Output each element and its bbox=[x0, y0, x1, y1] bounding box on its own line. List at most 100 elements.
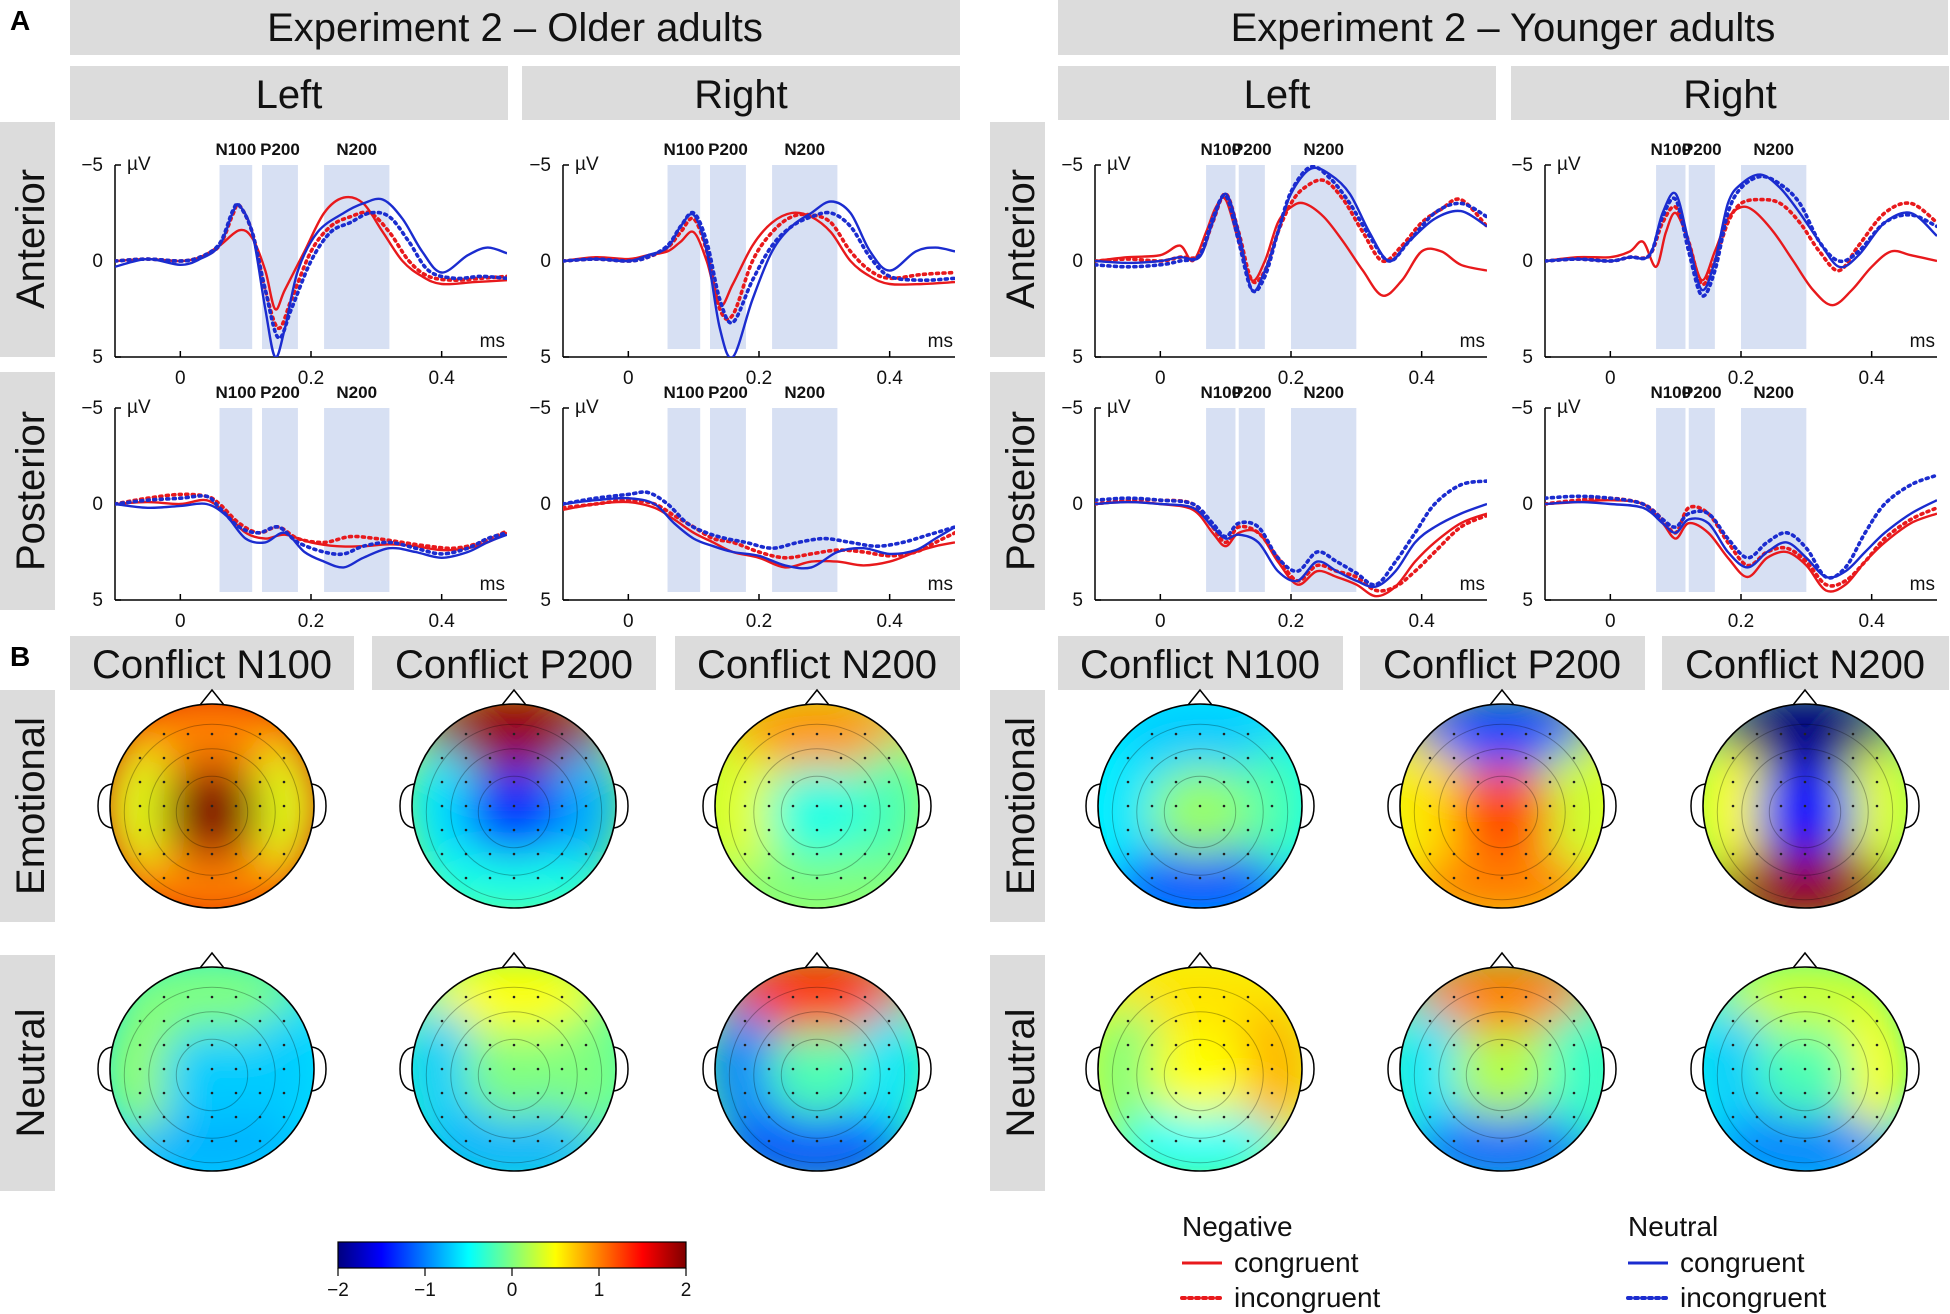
electrode bbox=[234, 852, 238, 856]
electrode bbox=[1246, 852, 1250, 856]
x-tick-label: 0 bbox=[175, 611, 186, 632]
contour-line bbox=[1768, 1038, 1842, 1112]
right-ear bbox=[1904, 783, 1920, 829]
electrode bbox=[138, 1115, 142, 1119]
y-tick-label: −5 bbox=[1511, 155, 1533, 176]
electrode bbox=[1572, 1115, 1576, 1119]
electrode bbox=[863, 1067, 867, 1071]
electrode bbox=[1198, 1115, 1202, 1119]
electrode bbox=[1452, 1115, 1456, 1119]
right-ear bbox=[916, 783, 932, 829]
electrode bbox=[1548, 732, 1552, 736]
electrode bbox=[839, 1067, 843, 1071]
series-negative-congruent bbox=[115, 195, 507, 311]
electrode bbox=[464, 1091, 468, 1095]
electrode bbox=[162, 1043, 166, 1047]
electrode bbox=[488, 1067, 492, 1071]
younger-emotional-label: Emotional bbox=[999, 717, 1043, 895]
electrode bbox=[488, 804, 492, 808]
right-ear bbox=[1299, 1046, 1315, 1092]
electrode bbox=[186, 995, 190, 999]
head-outline bbox=[109, 703, 315, 909]
electrode bbox=[1126, 1091, 1130, 1095]
electrode bbox=[186, 780, 190, 784]
electrode bbox=[1803, 1091, 1807, 1095]
electrode bbox=[1548, 756, 1552, 760]
electrode bbox=[1779, 852, 1783, 856]
electrode bbox=[1222, 780, 1226, 784]
electrode bbox=[1452, 1091, 1456, 1095]
electrode bbox=[1174, 804, 1178, 808]
older-adults-banner bbox=[70, 0, 960, 55]
electrode bbox=[560, 1043, 564, 1047]
electrode bbox=[863, 1019, 867, 1023]
electrode bbox=[234, 804, 238, 808]
electrode bbox=[767, 995, 771, 999]
electrode bbox=[839, 995, 843, 999]
contour-line bbox=[753, 1011, 881, 1139]
electrode bbox=[584, 780, 588, 784]
electrode bbox=[815, 1043, 819, 1047]
electrode bbox=[512, 732, 516, 736]
electrode bbox=[1875, 756, 1879, 760]
y-axis-unit: µV bbox=[1557, 154, 1581, 175]
electrode bbox=[1779, 1115, 1783, 1119]
electrode bbox=[1875, 1019, 1879, 1023]
window-label-n200: N200 bbox=[336, 383, 377, 402]
electrode bbox=[464, 995, 468, 999]
electrode bbox=[512, 1115, 516, 1119]
electrode bbox=[1548, 852, 1552, 856]
electrode bbox=[863, 828, 867, 832]
right-ear bbox=[613, 1046, 629, 1092]
electrode bbox=[1476, 1115, 1480, 1119]
topography-maps bbox=[97, 688, 1920, 1172]
electrode bbox=[1755, 995, 1759, 999]
electrode bbox=[1174, 852, 1178, 856]
erp-plot-older-left-anterior: N100 P200 N200 −5 0 5 µV 0 0.2 0.4 ms bbox=[81, 140, 507, 389]
electrode bbox=[1270, 1115, 1274, 1119]
erp-plot-older-right-posterior: N100 P200 N200 −5 0 5 µV 0 0.2 0.4 ms bbox=[529, 383, 955, 632]
region-left-temporal bbox=[1400, 1005, 1466, 1133]
electrode bbox=[815, 1091, 819, 1095]
nose bbox=[1792, 688, 1818, 706]
electrode bbox=[1198, 1019, 1202, 1023]
electrode bbox=[464, 1139, 468, 1143]
left-ear bbox=[1085, 1046, 1101, 1092]
electrode bbox=[258, 780, 262, 784]
series-group bbox=[115, 492, 507, 569]
electrode bbox=[839, 804, 843, 808]
older-anterior-side bbox=[0, 122, 55, 357]
electrode bbox=[1548, 995, 1552, 999]
electrode bbox=[839, 852, 843, 856]
electrode bbox=[162, 1091, 166, 1095]
series-neutral-congruent bbox=[115, 502, 507, 569]
electrode bbox=[1572, 1067, 1576, 1071]
electrode bbox=[162, 828, 166, 832]
older-right-label: Right bbox=[694, 73, 787, 117]
window-label-p200: P200 bbox=[260, 383, 300, 402]
electrode bbox=[1476, 804, 1480, 808]
electrode bbox=[1779, 876, 1783, 880]
electrode bbox=[1572, 1043, 1576, 1047]
y-tick-label: 5 bbox=[1522, 347, 1533, 368]
electrode bbox=[743, 1115, 747, 1119]
electrode bbox=[1875, 780, 1879, 784]
electrode bbox=[464, 780, 468, 784]
window-label-p200: P200 bbox=[1232, 140, 1272, 159]
electrode bbox=[234, 1019, 238, 1023]
electrode bbox=[536, 876, 540, 880]
electrode bbox=[1246, 1139, 1250, 1143]
electrode bbox=[536, 1019, 540, 1023]
electrode bbox=[536, 780, 540, 784]
electrode bbox=[1452, 756, 1456, 760]
electrode bbox=[1731, 1019, 1735, 1023]
window-label-p200: P200 bbox=[1232, 383, 1272, 402]
contour-line bbox=[1438, 748, 1566, 876]
region-central bbox=[1149, 1028, 1251, 1120]
electrode bbox=[162, 852, 166, 856]
window-n100 bbox=[667, 408, 701, 592]
contour-line bbox=[450, 748, 578, 876]
electrode bbox=[512, 1019, 516, 1023]
electrode bbox=[1198, 1067, 1202, 1071]
